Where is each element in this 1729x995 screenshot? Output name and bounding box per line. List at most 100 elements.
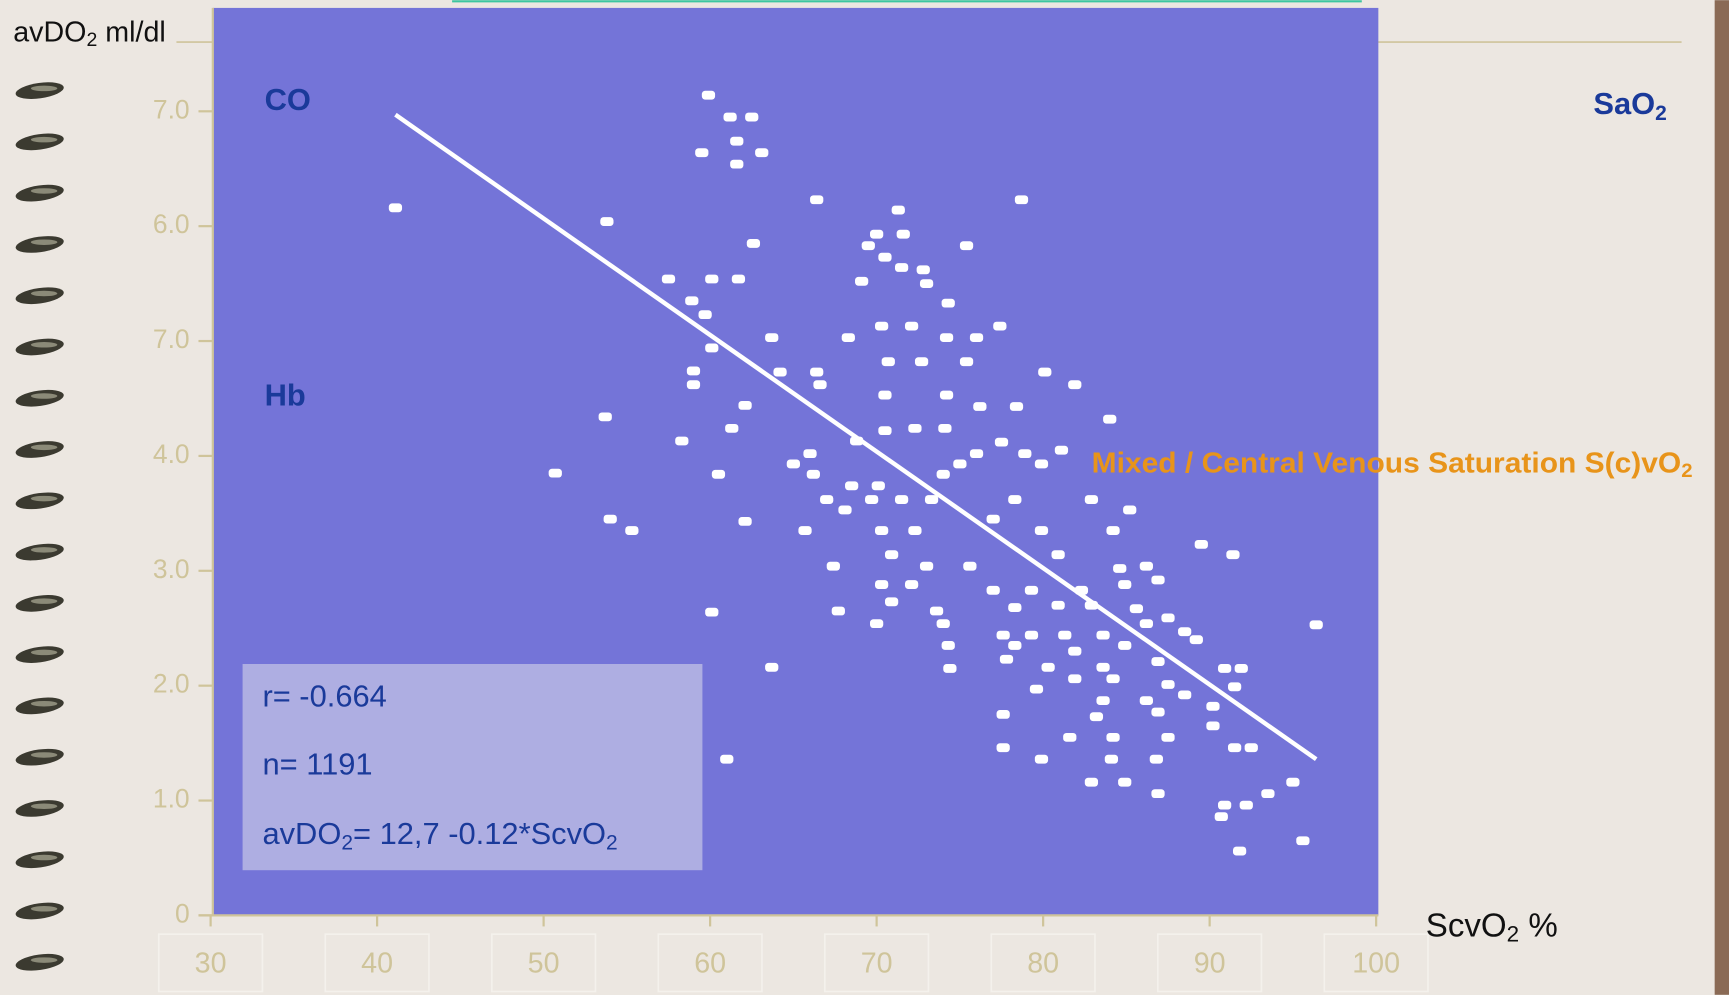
binder-ring-shine — [31, 86, 57, 92]
scatter-point — [827, 562, 840, 571]
scatter-point — [730, 137, 743, 146]
scatter-point — [1008, 641, 1021, 650]
scatter-point — [1245, 743, 1258, 752]
binder-ring-shine — [31, 906, 57, 912]
scatter-point — [993, 322, 1006, 331]
scatter-point — [699, 310, 712, 319]
scatter-point — [685, 296, 698, 305]
scatter-point — [920, 279, 933, 288]
scatter-point — [832, 607, 845, 616]
scatter-point — [687, 367, 700, 376]
annotation: SaO2 — [1593, 86, 1666, 124]
scatter-point — [1261, 789, 1274, 798]
x-tick-label: 100 — [1352, 948, 1400, 980]
scatter-point — [1030, 685, 1043, 694]
scatter-point — [813, 380, 826, 389]
scatter-point — [604, 515, 617, 524]
scatter-point — [870, 619, 883, 628]
scatter-point — [943, 664, 956, 673]
scatter-point — [705, 275, 718, 284]
scatter-point — [875, 322, 888, 331]
y-tick-label: 6.0 — [153, 209, 190, 239]
scatter-point — [1228, 743, 1241, 752]
scatter-point — [725, 424, 738, 433]
scatter-point — [915, 357, 928, 366]
scatter-point — [1015, 195, 1028, 204]
scatter-point — [997, 631, 1010, 640]
scatter-point — [1096, 631, 1109, 640]
scatter-point — [1310, 620, 1323, 629]
scatter-point — [942, 299, 955, 308]
scatter-point — [745, 113, 758, 122]
binder-ring-shine — [31, 957, 57, 963]
slide: 01.02.03.04.07.06.07.030405060708090100a… — [0, 0, 1729, 995]
scatter-point — [987, 586, 1000, 595]
scatter-point — [937, 619, 950, 628]
scatter-point — [705, 608, 718, 617]
right-edge-bar — [1715, 0, 1729, 995]
scatter-point — [810, 195, 823, 204]
scatter-point — [765, 333, 778, 342]
scatter-point — [1000, 655, 1013, 664]
binder-ring-shine — [31, 803, 57, 809]
scatter-point — [845, 481, 858, 490]
scatter-point — [895, 495, 908, 504]
y-axis-title: avDO2 ml/dl — [13, 16, 166, 51]
scatter-point — [885, 550, 898, 559]
scatter-point — [865, 495, 878, 504]
scatter-point — [798, 526, 811, 535]
scatter-point — [1296, 836, 1309, 845]
scatter-point — [987, 515, 1000, 524]
scatter-point — [1206, 702, 1219, 711]
scatter-point — [720, 755, 733, 764]
binder-ring-shine — [31, 188, 57, 194]
scatter-point — [897, 230, 910, 239]
scatter-point — [1058, 631, 1071, 640]
binder-ring-shine — [31, 393, 57, 399]
scatter-point — [960, 357, 973, 366]
scatter-point — [755, 148, 768, 157]
y-tick-label: 7.0 — [153, 94, 190, 124]
scatter-point — [625, 526, 638, 535]
scatter-point — [1085, 778, 1098, 787]
scatter-point — [960, 241, 973, 250]
scatter-point — [925, 495, 938, 504]
scatter-point — [885, 597, 898, 606]
scatter-point — [917, 265, 930, 274]
scatter-point — [942, 641, 955, 650]
scatter-point — [803, 449, 816, 458]
scatter-point — [1042, 663, 1055, 672]
scatter-point — [870, 230, 883, 239]
scatter-point — [1106, 733, 1119, 742]
scatter-point — [970, 333, 983, 342]
scatter-point — [908, 526, 921, 535]
scatter-point — [820, 495, 833, 504]
annotation: CO — [265, 82, 311, 117]
scatter-point — [882, 357, 895, 366]
y-tick-label: 0 — [175, 898, 190, 928]
scatter-point — [1123, 505, 1136, 514]
scatter-point — [995, 438, 1008, 447]
scatter-point — [1150, 755, 1163, 764]
x-tick-label: 90 — [1194, 948, 1226, 980]
scatter-point — [953, 460, 966, 469]
stat-text: avDO2= 12,7 -0.12*ScvO2 — [262, 816, 617, 854]
scatter-point — [1052, 550, 1065, 559]
page: {"chart_data": { "type": "scatter", "y_l… — [0, 0, 1729, 995]
scatter-point — [973, 402, 986, 411]
binder-ring-shine — [31, 547, 57, 553]
scatter-point — [765, 663, 778, 672]
scatter-point — [872, 481, 885, 490]
scatter-point — [878, 253, 891, 262]
scatter-point — [842, 333, 855, 342]
scatter-point — [1286, 778, 1299, 787]
stat-text: n= 1191 — [262, 747, 372, 782]
scatter-point — [1038, 368, 1051, 377]
binder-ring-shine — [31, 291, 57, 297]
scatter-point — [599, 412, 612, 421]
text-part: avDO — [13, 16, 86, 48]
scatter-point — [1140, 562, 1153, 571]
binder-ring-shine — [31, 342, 57, 348]
scatter-point — [662, 275, 675, 284]
subscript: 2 — [1655, 101, 1667, 124]
